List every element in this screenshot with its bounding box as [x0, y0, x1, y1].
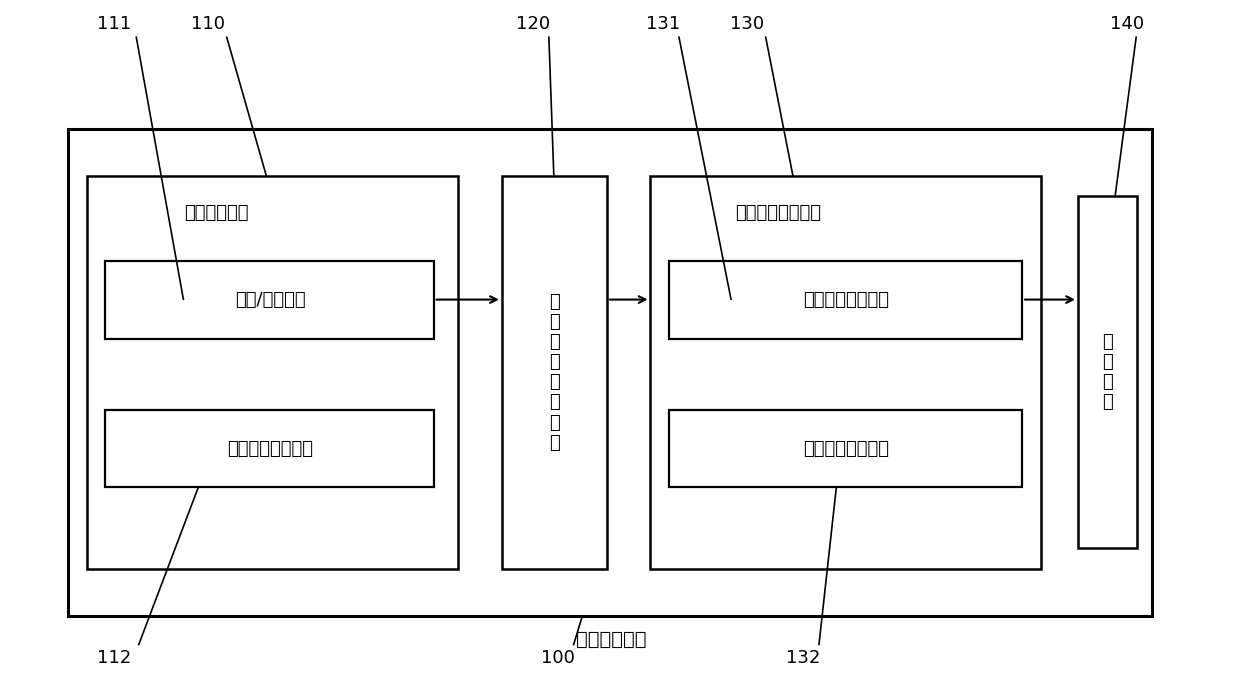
- Text: 出发位置选取模块: 出发位置选取模块: [803, 439, 890, 458]
- Text: 输入/输出接口: 输入/输出接口: [234, 290, 306, 309]
- Text: 130: 130: [730, 15, 764, 32]
- Bar: [669, 261, 1022, 338]
- Text: 120: 120: [515, 15, 550, 32]
- Bar: [87, 176, 458, 569]
- Text: 132: 132: [786, 649, 820, 667]
- Bar: [105, 410, 434, 487]
- Bar: [68, 129, 1152, 616]
- Bar: [650, 176, 1041, 569]
- Text: 图片获取模块: 图片获取模块: [185, 204, 249, 222]
- Text: 出发位置检测模块: 出发位置检测模块: [735, 204, 821, 222]
- Bar: [1078, 196, 1137, 548]
- Text: 131: 131: [646, 15, 680, 32]
- Text: 111: 111: [97, 15, 131, 32]
- Text: 100: 100: [540, 649, 575, 667]
- Bar: [502, 176, 607, 569]
- Text: 本地位置检测模块: 本地位置检测模块: [803, 290, 890, 309]
- Text: 110: 110: [191, 15, 225, 32]
- Bar: [669, 410, 1022, 487]
- Text: 图
片
位
置
检
测
模
块: 图 片 位 置 检 测 模 块: [549, 293, 560, 452]
- Text: 图片上传下载模块: 图片上传下载模块: [227, 439, 313, 458]
- Text: 140: 140: [1110, 15, 1145, 32]
- Bar: [105, 261, 434, 338]
- Text: 图片导航设备: 图片导航设备: [576, 630, 646, 649]
- Text: 112: 112: [97, 649, 131, 667]
- Text: 导
航
模
块: 导 航 模 块: [1103, 333, 1113, 412]
